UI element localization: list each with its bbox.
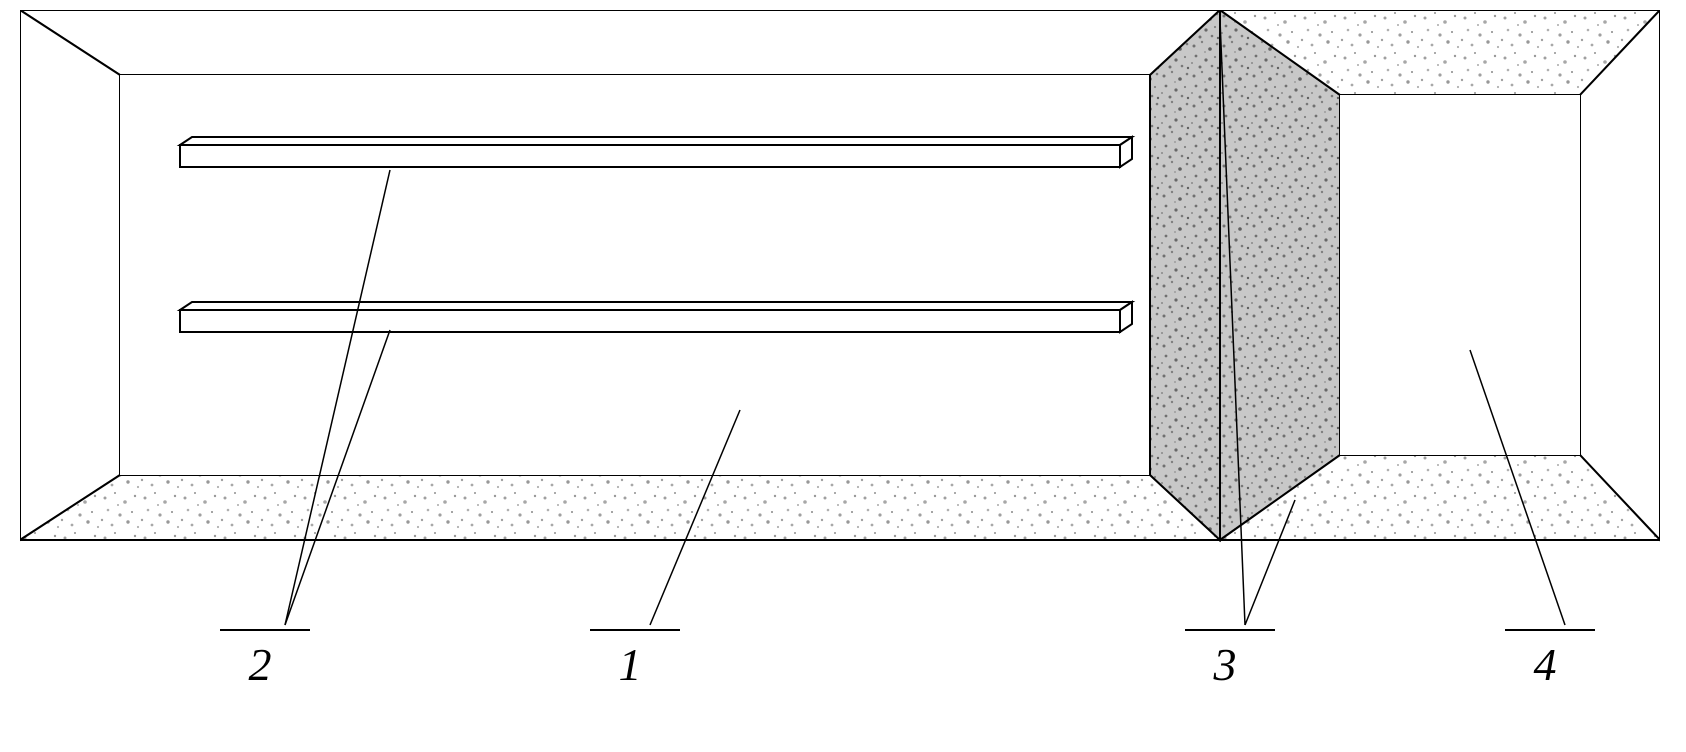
left-floor	[120, 75, 1150, 475]
label-1: 1	[619, 639, 642, 690]
left-top-wall	[20, 10, 1220, 75]
right-floor	[1340, 95, 1580, 455]
label-3: 3	[1213, 639, 1237, 690]
left-bottom-wall	[20, 475, 1220, 540]
label-2: 2	[249, 639, 272, 690]
label-4: 4	[1534, 639, 1557, 690]
bar-top	[180, 137, 1132, 167]
diagram-container: 2 1 3 4	[20, 10, 1660, 740]
bar-bottom	[180, 302, 1132, 332]
divider-wall-left-face	[1150, 10, 1220, 540]
technical-diagram: 2 1 3 4	[20, 10, 1660, 740]
left-left-wall	[20, 10, 120, 540]
right-right-wall	[1580, 10, 1660, 540]
